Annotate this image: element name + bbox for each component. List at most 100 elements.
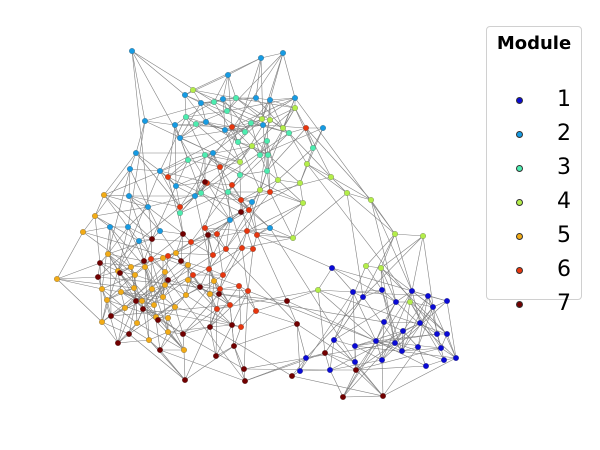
network-edge: [184, 94, 207, 123]
network-edge: [167, 124, 176, 178]
network-edge: [107, 226, 129, 255]
network-edge: [226, 52, 284, 112]
network-node-module-5: [54, 276, 60, 282]
network-node-module-4: [259, 116, 265, 122]
network-edge: [185, 101, 215, 118]
network-edge: [240, 199, 248, 232]
network-node-module-4: [297, 180, 303, 186]
network-node-module-4: [328, 174, 334, 180]
network-edge: [395, 301, 457, 359]
network-edge: [204, 227, 298, 325]
network-node-module-4: [257, 187, 263, 193]
network-node-module-1: [373, 338, 379, 344]
network-node-module-4: [190, 87, 196, 93]
network-edge: [251, 145, 269, 156]
legend-label-6: 6: [557, 257, 571, 282]
network-edge: [218, 293, 288, 302]
network-edge: [175, 185, 196, 197]
network-edge: [277, 147, 314, 181]
network-edge: [131, 50, 186, 96]
network-edge: [256, 234, 294, 239]
network-edge: [56, 262, 101, 280]
network-edge: [187, 279, 233, 326]
network-edge: [180, 233, 184, 262]
network-node-module-1: [400, 328, 406, 334]
network-edge: [244, 352, 326, 382]
network-edge: [417, 306, 434, 348]
network-node-module-7: [241, 366, 247, 372]
network-edge: [174, 123, 197, 126]
network-node-module-1: [444, 298, 450, 304]
network-node-module-3: [235, 139, 241, 145]
network-edge: [251, 201, 258, 236]
network-node-module-5: [173, 250, 179, 256]
network-node-module-5: [181, 347, 187, 353]
legend-marker-4: [516, 199, 523, 206]
network-edge: [206, 182, 233, 186]
network-edge: [383, 301, 397, 323]
network-edge: [167, 241, 192, 257]
network-edge: [365, 233, 396, 267]
network-edge: [199, 268, 210, 288]
network-node-module-7: [108, 313, 114, 319]
network-node-module-7: [231, 343, 237, 349]
network-edge: [174, 124, 233, 128]
network-edge: [204, 227, 248, 232]
network-edge: [248, 209, 258, 236]
network-edge: [269, 227, 294, 239]
network-edge: [127, 226, 153, 240]
network-edge: [380, 267, 396, 344]
network-edge: [150, 233, 184, 260]
network-node-module-2: [253, 95, 259, 101]
network-node-module-2: [177, 135, 183, 141]
network-node-module-2: [157, 228, 163, 234]
network-node-module-6: [254, 232, 260, 238]
network-edge: [167, 159, 189, 178]
network-edge: [237, 141, 261, 191]
network-edge: [305, 342, 396, 359]
network-edge: [110, 288, 153, 317]
network-edge: [355, 365, 427, 371]
network-node-module-5: [105, 251, 111, 257]
network-node-module-5: [118, 289, 124, 295]
network-edge: [333, 339, 384, 397]
network-node-module-7: [216, 291, 222, 297]
network-node-module-2: [258, 55, 264, 61]
network-edge: [200, 102, 207, 123]
network-edge: [212, 152, 241, 163]
network-edge: [380, 233, 396, 269]
network-edge: [209, 280, 215, 328]
network-edge: [305, 127, 332, 178]
network-edge: [248, 189, 261, 211]
network-edge: [267, 154, 301, 184]
network-edge: [204, 211, 242, 229]
network-edge: [266, 140, 279, 181]
network-edge: [342, 369, 357, 398]
network-node-module-1: [423, 363, 429, 369]
network-edge: [260, 52, 284, 59]
network-edge: [117, 300, 137, 344]
network-node-module-1: [409, 288, 415, 294]
network-edge: [194, 152, 214, 197]
network-node-module-7: [180, 231, 186, 237]
network-edge: [216, 233, 224, 276]
network-node-module-5: [165, 315, 171, 321]
network-node-module-5: [92, 213, 98, 219]
network-edge: [101, 226, 111, 290]
network-edge: [346, 192, 396, 235]
network-node-module-1: [399, 348, 405, 354]
network-edge: [131, 50, 181, 139]
network-edge: [362, 235, 424, 298]
network-edge: [215, 308, 218, 357]
network-node-module-3: [237, 172, 243, 178]
network-node-module-5: [211, 278, 217, 284]
network-edge: [333, 265, 367, 341]
network-edge: [167, 317, 185, 351]
network-edge: [394, 342, 445, 361]
legend-label-2: 2: [557, 121, 571, 146]
network-edge: [153, 271, 166, 306]
network-edge: [151, 271, 166, 290]
network-edge: [237, 118, 263, 143]
network-node-module-7: [205, 232, 211, 238]
network-edge: [82, 215, 96, 233]
